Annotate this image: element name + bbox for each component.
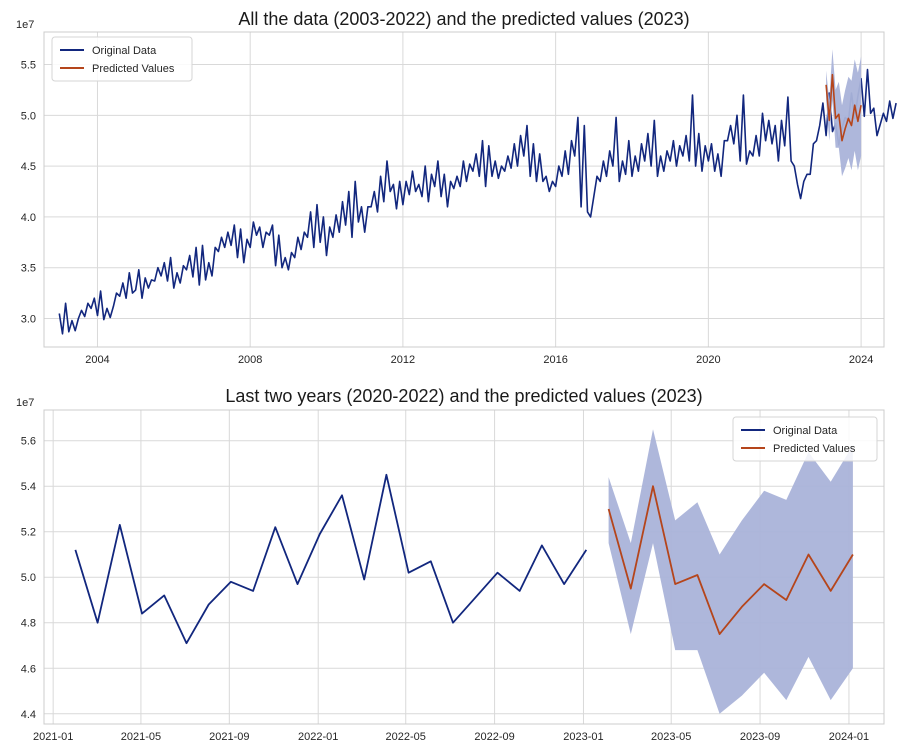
y-tick-label: 5.0 [21, 110, 36, 122]
y-tick-label: 5.4 [21, 481, 36, 493]
y-offset-label: 1e7 [16, 19, 34, 31]
legend-label: Original Data [773, 425, 838, 437]
x-tick-label: 2022-01 [298, 731, 338, 743]
legend-label: Original Data [92, 45, 157, 57]
y-tick-label: 5.0 [21, 572, 36, 584]
original-data-line [58, 68, 897, 335]
chart-top: All the data (2003-2022) and the predict… [16, 9, 897, 366]
confidence-band [826, 49, 862, 177]
x-tick-label: 2021-05 [121, 731, 161, 743]
legend [51, 36, 193, 82]
y-offset-label: 1e7 [16, 397, 34, 409]
x-tick-label: 2024-01 [829, 731, 869, 743]
plot-frame [43, 409, 885, 725]
y-tick-label: 4.0 [21, 212, 36, 224]
x-tick-label: 2021-09 [209, 731, 249, 743]
predicted-values-line [825, 73, 862, 142]
x-tick-label: 2023-01 [563, 731, 603, 743]
y-tick-label: 5.6 [21, 436, 36, 448]
x-tick-label: 2016 [543, 354, 567, 366]
predicted-values-line [607, 485, 854, 636]
x-tick-label: 2020 [696, 354, 720, 366]
chart-bottom: Last two years (2020-2022) and the predi… [16, 386, 885, 743]
y-tick-label: 4.8 [21, 618, 36, 630]
x-tick-label: 2022-05 [386, 731, 426, 743]
legend-label: Predicted Values [773, 443, 856, 455]
x-tick-label: 2023-05 [651, 731, 691, 743]
plot-frame [43, 31, 885, 348]
x-tick-label: 2022-09 [474, 731, 514, 743]
confidence-band [608, 429, 853, 714]
y-tick-label: 4.6 [21, 663, 36, 675]
x-tick-label: 2012 [391, 354, 415, 366]
x-tick-label: 2024 [849, 354, 873, 366]
y-tick-label: 3.0 [21, 314, 36, 326]
y-tick-label: 4.5 [21, 161, 36, 173]
chart-title: Last two years (2020-2022) and the predi… [225, 386, 702, 406]
original-data-line [74, 473, 588, 645]
y-tick-label: 5.2 [21, 527, 36, 539]
legend-label: Predicted Values [92, 63, 175, 75]
x-tick-label: 2004 [85, 354, 109, 366]
chart-title: All the data (2003-2022) and the predict… [238, 9, 689, 29]
x-tick-label: 2023-09 [740, 731, 780, 743]
y-tick-label: 4.4 [21, 709, 36, 721]
x-tick-label: 2021-01 [33, 731, 73, 743]
x-tick-label: 2008 [238, 354, 262, 366]
legend [732, 416, 878, 462]
y-tick-label: 3.5 [21, 263, 36, 275]
y-tick-label: 5.5 [21, 60, 36, 72]
